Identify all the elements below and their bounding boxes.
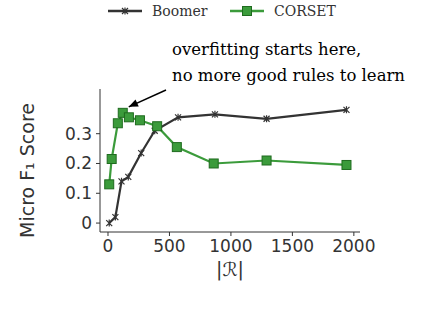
data-point xyxy=(113,119,122,128)
data-point xyxy=(124,113,133,122)
legend-label: Boomer xyxy=(152,3,208,19)
x-axis-label: |ℛ| xyxy=(216,258,244,281)
y-tick-label: 0.3 xyxy=(65,124,92,144)
chart-svg: 0 0.1 0.2 0.3 0 500 1000 1500 2000 |ℛ| Micro F₁ Sc… xyxy=(0,0,448,314)
x-tick-label: 2000 xyxy=(332,236,375,256)
data-point xyxy=(342,160,351,169)
y-axis-label: Micro F₁ Score xyxy=(16,103,38,238)
y-tick-label: 0 xyxy=(81,213,92,233)
annotation-arrow xyxy=(129,90,166,107)
x-tick-label: 0 xyxy=(103,236,114,256)
annotation-arrowhead xyxy=(129,99,139,106)
data-point xyxy=(107,155,116,164)
y-tick-label: 0.2 xyxy=(65,153,92,173)
series-line xyxy=(109,110,346,223)
data-point xyxy=(172,143,181,152)
y-tick-label: 0.1 xyxy=(65,183,92,203)
chart-container: 0 0.1 0.2 0.3 0 500 1000 1500 2000 |ℛ| Micro F₁ Sc… xyxy=(0,0,448,314)
data-point xyxy=(106,220,112,227)
annotation-text: no more good rules to learn xyxy=(172,66,405,85)
data-point xyxy=(264,115,270,122)
y-axis-line xyxy=(100,89,101,232)
series-line xyxy=(109,113,346,184)
legend-marker xyxy=(122,8,128,15)
x-tick-label: 500 xyxy=(153,236,185,256)
x-tick-label: 1500 xyxy=(271,236,314,256)
x-axis-line xyxy=(100,232,360,233)
data-point xyxy=(212,111,218,118)
data-point xyxy=(105,180,114,189)
plot-area xyxy=(105,106,351,226)
data-point xyxy=(125,173,131,180)
legend-marker xyxy=(243,7,252,16)
annotation-text: overfitting starts here, xyxy=(172,40,361,59)
data-point xyxy=(138,150,144,157)
data-point xyxy=(175,114,181,121)
data-point xyxy=(262,156,271,165)
data-point xyxy=(209,159,218,168)
x-tick-label: 1000 xyxy=(209,236,252,256)
y-tick xyxy=(96,163,100,164)
y-tick xyxy=(96,193,100,194)
data-point xyxy=(153,122,162,131)
y-tick xyxy=(96,133,100,134)
data-point xyxy=(112,214,118,221)
legend-label: CORSET xyxy=(274,3,337,19)
data-point xyxy=(135,116,144,125)
data-point xyxy=(343,106,349,113)
y-tick xyxy=(96,223,100,224)
data-point xyxy=(119,178,125,185)
legend: Boomer CORSET xyxy=(108,3,337,19)
